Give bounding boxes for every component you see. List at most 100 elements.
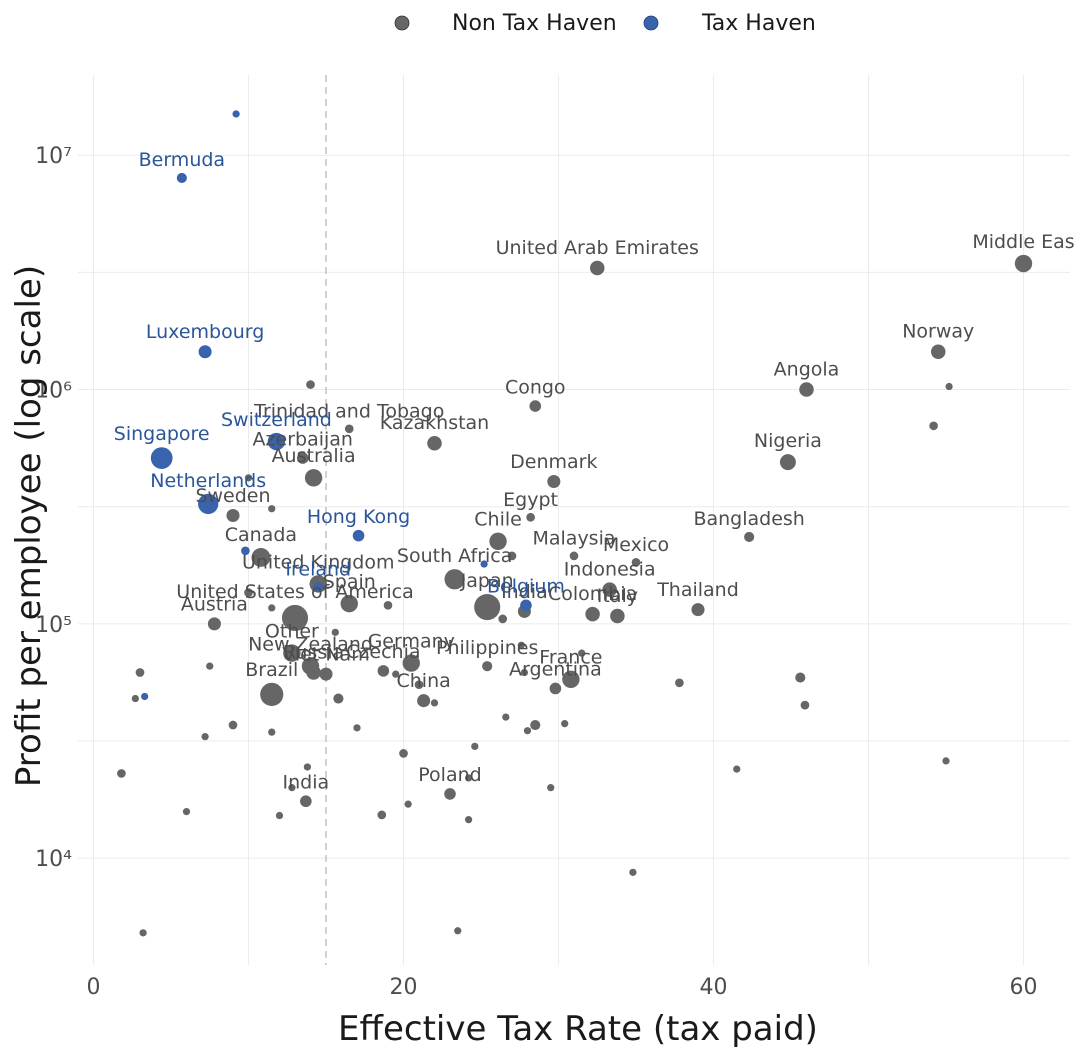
non-tax-haven-point [228, 720, 238, 730]
point-label: Spain [323, 571, 376, 593]
non-tax-haven-point [344, 424, 354, 434]
non-tax-haven-point [942, 757, 950, 765]
non-tax-haven-point [304, 469, 323, 487]
tax-haven-point [520, 599, 532, 612]
non-tax-haven-point [590, 260, 605, 276]
point-label: Canada [225, 524, 297, 546]
point-label: Egypt [503, 489, 558, 511]
legend: Non Tax Haven Tax Haven [394, 11, 816, 36]
non-tax-haven-point [281, 604, 309, 631]
non-tax-haven-point [377, 665, 390, 677]
point-label: Bangladesh [693, 508, 804, 530]
non-tax-haven-point [489, 532, 507, 551]
non-tax-haven-point [931, 344, 946, 359]
y-axis-title: Profit per employee (log scale) [9, 265, 49, 787]
non-tax-haven-point [629, 868, 637, 876]
non-tax-haven-point [340, 594, 358, 613]
non-tax-haven-point [268, 728, 276, 736]
non-tax-haven-point [517, 641, 525, 649]
x-tick-label: 0 [87, 975, 101, 1000]
non-tax-haven-point [404, 800, 412, 808]
point-label: Switzerland [221, 409, 332, 431]
non-tax-haven-point [260, 682, 284, 706]
non-tax-haven-point [207, 617, 221, 631]
non-tax-haven-point [530, 719, 541, 731]
non-tax-haven-point [561, 720, 569, 728]
y-tick-label: 10⁵ [35, 613, 72, 638]
point-label: Angola [774, 358, 840, 380]
point-label: United States of America [176, 581, 413, 603]
non-tax-haven-point [929, 421, 938, 431]
point-label: Poland [418, 764, 481, 786]
tax-haven-point [150, 447, 173, 469]
non-tax-haven-point [675, 678, 684, 688]
x-tick-label: 20 [390, 975, 418, 1000]
tax-haven-point [267, 432, 286, 451]
grid [78, 75, 1070, 965]
non-tax-haven-point [733, 765, 741, 773]
point-label: Denmark [510, 451, 597, 473]
x-tick-label: 40 [700, 975, 728, 1000]
non-tax-haven-point [529, 400, 542, 412]
non-tax-haven-point [333, 693, 344, 704]
y-tick-label: 10⁴ [35, 847, 72, 872]
non-tax-haven-point [268, 604, 276, 612]
tax-haven-point [241, 546, 250, 556]
non-tax-haven-point [799, 382, 814, 397]
non-tax-haven-point [244, 588, 253, 597]
non-tax-haven-point [201, 733, 209, 741]
tax-haven-point [198, 493, 219, 515]
non-tax-haven-point [139, 929, 147, 937]
non-tax-haven-point [464, 774, 473, 782]
tax-haven-point [480, 560, 488, 568]
legend-key-non-tax-haven [394, 15, 410, 31]
point-label: Azerbaijan [253, 428, 353, 450]
point-label: Chile [474, 509, 522, 531]
legend-label-non-tax-haven: Non Tax Haven [452, 11, 617, 36]
point-label: Russia [283, 641, 344, 663]
non-tax-haven-point [602, 582, 617, 597]
non-tax-haven-point [402, 654, 420, 672]
non-tax-haven-point [377, 810, 387, 820]
data-points [117, 110, 1033, 937]
non-tax-haven-point [296, 452, 309, 464]
point-label: Indonesia [564, 558, 656, 580]
non-tax-haven-point [631, 558, 641, 567]
tax-haven-point [352, 529, 365, 542]
non-tax-haven-point [414, 680, 424, 690]
non-tax-haven-point [353, 724, 361, 732]
point-label: United Arab Emirates [496, 237, 699, 259]
non-tax-haven-point [300, 795, 312, 808]
point-label: Czechia [346, 641, 420, 663]
point-label: Malaysia [532, 528, 615, 550]
non-tax-haven-point [945, 382, 953, 391]
non-tax-haven-point [549, 682, 562, 695]
point-label: Sweden [195, 485, 270, 507]
y-tick-label: 10⁶ [35, 379, 72, 404]
point-label: Trinidad and Tobago [253, 400, 444, 422]
non-tax-haven-point [268, 505, 276, 513]
non-tax-haven-point [520, 668, 529, 677]
y-tick-label: 10⁷ [35, 144, 72, 169]
non-tax-haven-point [306, 665, 321, 680]
non-tax-haven-point [244, 474, 253, 482]
non-tax-haven-point [288, 784, 296, 792]
non-tax-haven-point [331, 628, 339, 636]
non-tax-haven-point [526, 512, 535, 522]
non-tax-haven-point [507, 551, 517, 561]
non-tax-haven-point [275, 811, 284, 820]
non-tax-haven-point [226, 508, 240, 523]
tax-haven-point [176, 172, 187, 184]
point-label: Hong Kong [307, 506, 410, 528]
non-tax-haven-point [1014, 254, 1033, 273]
point-label: Belgium [487, 576, 565, 598]
legend-label-tax-haven: Tax Haven [701, 11, 816, 36]
point-label: Japan [460, 570, 514, 592]
x-axis-title: Effective Tax Rate (tax paid) [338, 1009, 818, 1049]
point-label: Nigeria [754, 430, 822, 452]
point-label: Australia [272, 445, 356, 467]
non-tax-haven-point [117, 769, 126, 778]
non-tax-haven-point [547, 474, 561, 489]
non-tax-haven-point [691, 603, 705, 617]
